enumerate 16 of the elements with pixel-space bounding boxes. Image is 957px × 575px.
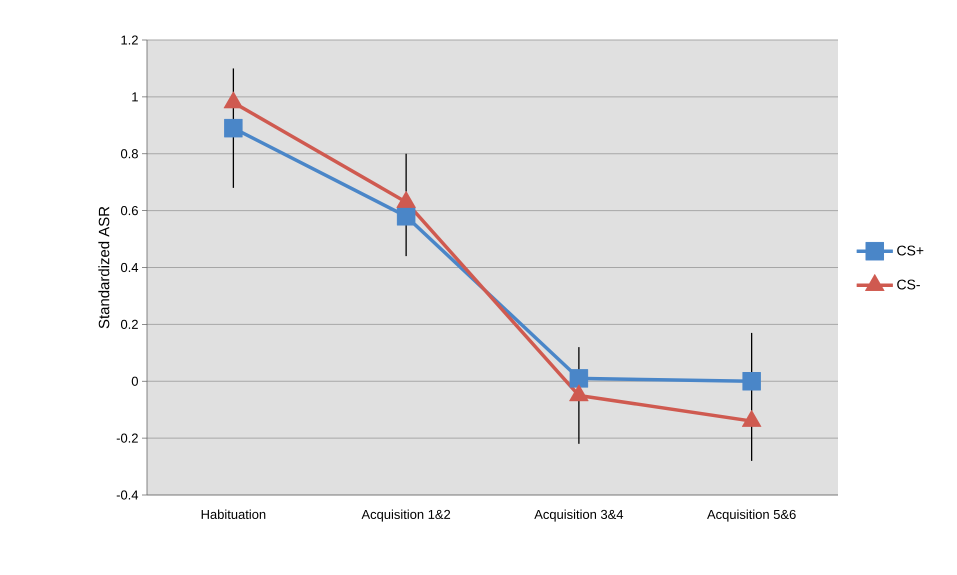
y-tick-label: 0.2 [120, 320, 138, 329]
y-tick-label: 0.6 [120, 206, 138, 216]
x-tick-label: Habituation [202, 510, 266, 520]
y-axis-title: Standardized ASR [98, 206, 110, 328]
x-tick-label: Acquisition 1&2 [362, 510, 450, 522]
y-tick-label: 0.4 [120, 262, 138, 272]
x-tick-label: Acquisition 3&4 [534, 510, 624, 522]
y-tick-label: -0.4 [116, 490, 138, 500]
y-tick-label: 1.2 [121, 35, 138, 45]
legend-label: CS- [897, 280, 920, 290]
legend-label: CS+ [897, 246, 924, 256]
y-tick-label: 0.8 [120, 149, 138, 158]
y-tick-label: 0 [132, 376, 138, 386]
y-tick-label: 1 [132, 92, 138, 102]
x-tick-label: Acquisition 5&6 [707, 510, 796, 522]
y-tick-label: -0.2 [116, 434, 138, 443]
